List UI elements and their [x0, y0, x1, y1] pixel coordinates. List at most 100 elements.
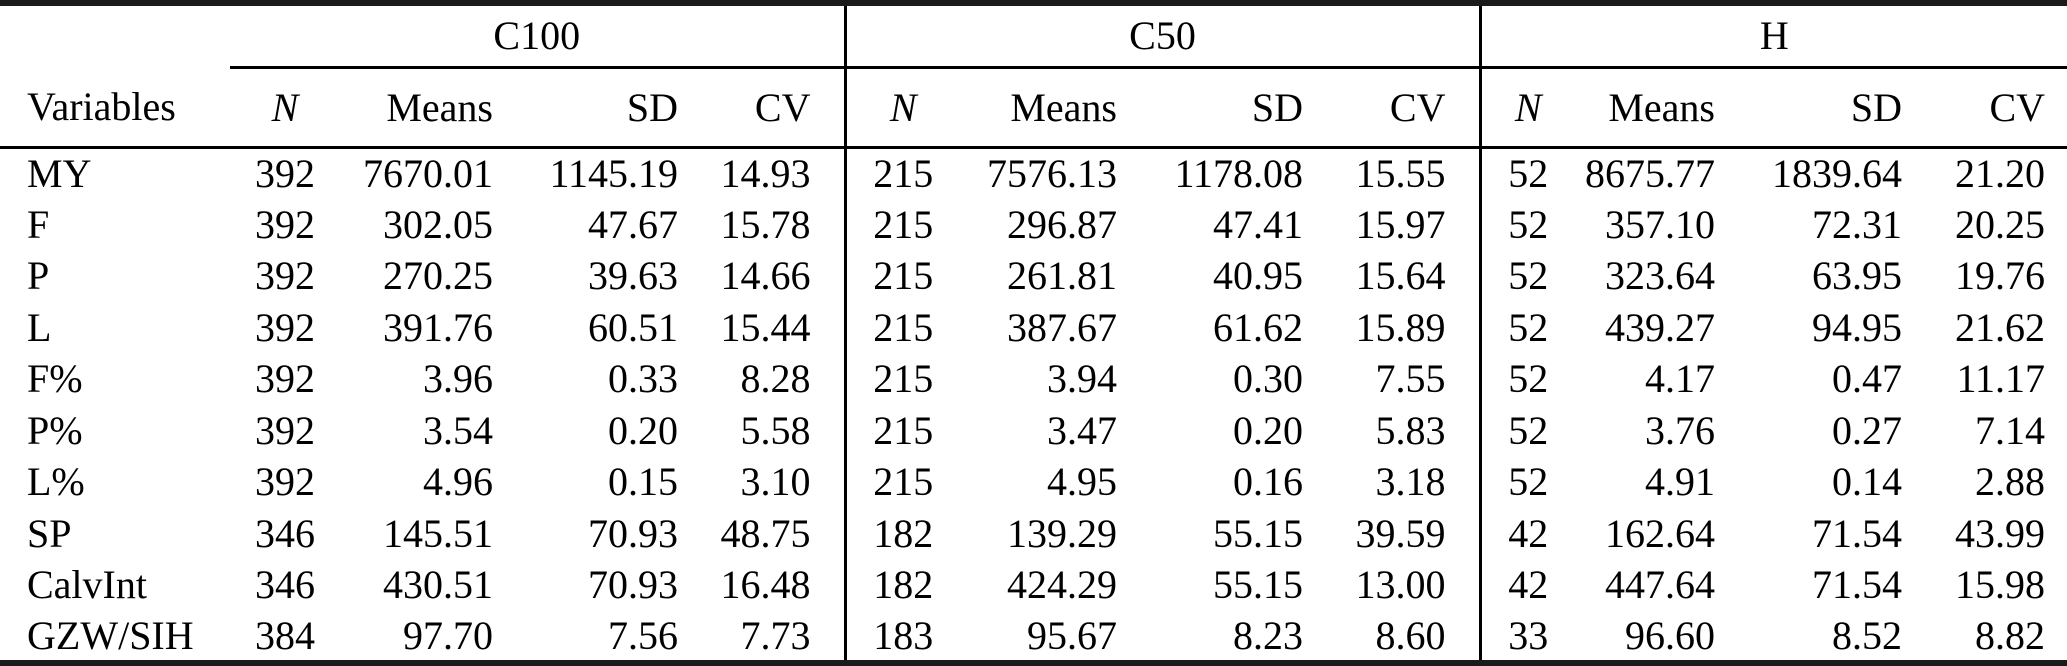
cell: 346 [255, 562, 315, 608]
cell: 14.93 [720, 150, 811, 196]
cell: 60.51 [588, 304, 678, 350]
cell: 15.44 [720, 304, 811, 350]
cell: 302.05 [383, 201, 493, 247]
cell: 392 [255, 150, 315, 196]
table-row-f-pct: F% 392 3.96 0.33 8.28 215 3.94 0.30 7.55… [0, 352, 2067, 405]
cell: 42 [1478, 558, 1575, 611]
corner-spacer [0, 3, 230, 67]
table-row-calvint: CalvInt 346 430.51 70.93 16.48 182 424.2… [0, 558, 2067, 611]
cell: 70.93 [588, 562, 678, 608]
cell: 162.64 [1605, 510, 1715, 556]
cell: 15.89 [1355, 304, 1446, 350]
cell: 392 [255, 304, 315, 350]
cell: 52 [1478, 198, 1575, 250]
table-row-f: F 392 302.05 47.67 15.78 215 296.87 47.4… [0, 198, 2067, 250]
table-row-sp: SP 346 145.51 70.93 48.75 182 139.29 55.… [0, 507, 2067, 559]
cell: 33 [1478, 610, 1575, 663]
cell: 42 [1478, 507, 1575, 559]
column-header-sd-c50: SD [1129, 67, 1315, 149]
cell: 4.96 [423, 459, 493, 505]
cell: 392 [255, 253, 315, 299]
cell: 5.58 [740, 407, 811, 453]
cell: 5.83 [1375, 407, 1446, 453]
cell: 55.15 [1213, 562, 1303, 608]
group-header-h: H [1478, 3, 2067, 69]
cell: 215 [843, 198, 960, 250]
cell: 96.60 [1625, 612, 1715, 658]
cell: 1839.64 [1772, 150, 1902, 196]
group-header-c50: C50 [843, 3, 1480, 69]
cell: 11.17 [1956, 356, 2046, 402]
cell: 1178.08 [1174, 150, 1303, 196]
row-header: L [27, 304, 52, 350]
column-header-n-c50: N [843, 67, 960, 149]
cell: 357.10 [1605, 201, 1715, 247]
cell: 215 [843, 404, 960, 456]
cell: 8.82 [1975, 612, 2046, 658]
cell: 0.47 [1832, 356, 1902, 402]
cell: 15.98 [1955, 562, 2046, 608]
cell: 270.25 [383, 253, 493, 299]
cell: 3.76 [1645, 407, 1715, 453]
cell: 346 [255, 510, 315, 556]
cell: 15.97 [1355, 201, 1446, 247]
cell: 61.62 [1213, 304, 1303, 350]
table-row-l: L 392 391.76 60.51 15.44 215 387.67 61.6… [0, 301, 2067, 353]
cell: 20.25 [1955, 201, 2046, 247]
cell: 3.47 [1047, 407, 1117, 453]
column-header-means-c50: Means [960, 67, 1129, 149]
cell: 0.20 [608, 407, 678, 453]
cell: 43.99 [1955, 510, 2046, 556]
cell: 48.75 [720, 510, 811, 556]
column-header-cv-c50: CV [1315, 67, 1480, 149]
cell: 3.10 [740, 459, 811, 505]
cell: 392 [255, 201, 315, 247]
cell: 47.41 [1213, 201, 1303, 247]
cell: 52 [1478, 352, 1575, 405]
cell: 63.95 [1812, 253, 1902, 299]
cell: 392 [255, 459, 315, 505]
cell: 392 [255, 356, 315, 402]
cell: 7670.01 [363, 150, 493, 196]
cell: 139.29 [1007, 510, 1117, 556]
cell: 430.51 [383, 562, 493, 608]
cell: 21.20 [1955, 150, 2046, 196]
column-header-cv-h: CV [1914, 67, 2067, 149]
cell: 215 [843, 147, 960, 199]
cell: 7576.13 [987, 150, 1117, 196]
column-header-n-h: N [1478, 67, 1575, 149]
cell: 15.64 [1355, 253, 1446, 299]
cell: 4.17 [1645, 356, 1715, 402]
cell: 70.93 [588, 510, 678, 556]
row-header: GZW/SIH [27, 612, 194, 658]
cell: 39.63 [588, 253, 678, 299]
column-header-sd-c100: SD [505, 67, 690, 149]
cell: 215 [843, 301, 960, 353]
row-header: SP [27, 510, 72, 556]
cell: 8675.77 [1585, 150, 1715, 196]
cell: 52 [1478, 249, 1575, 302]
column-header-cv-c100: CV [690, 67, 845, 149]
cell: 384 [255, 612, 315, 658]
row-header: F [27, 201, 50, 247]
group-header-c100: C100 [230, 3, 845, 69]
cell: 261.81 [1007, 253, 1117, 299]
cell: 0.16 [1233, 459, 1303, 505]
table-row-p: P 392 270.25 39.63 14.66 215 261.81 40.9… [0, 249, 2067, 302]
cell: 52 [1478, 147, 1575, 199]
cell: 387.67 [1007, 304, 1117, 350]
table-row-p-pct: P% 392 3.54 0.20 5.58 215 3.47 0.20 5.83… [0, 404, 2067, 456]
column-header-means-h: Means [1575, 67, 1727, 149]
cell: 71.54 [1812, 510, 1902, 556]
column-header-n-c100: N [230, 67, 340, 149]
row-header: MY [27, 150, 92, 196]
cell: 215 [843, 455, 960, 508]
cell: 0.15 [608, 459, 678, 505]
cell: 4.91 [1645, 459, 1715, 505]
cell: 182 [843, 558, 960, 611]
cell: 71.54 [1812, 562, 1902, 608]
table-row-gzw-sih: GZW/SIH 384 97.70 7.56 7.73 183 95.67 8.… [0, 610, 2067, 663]
cell: 1145.19 [549, 150, 678, 196]
column-header-means-c100: Means [340, 67, 505, 149]
